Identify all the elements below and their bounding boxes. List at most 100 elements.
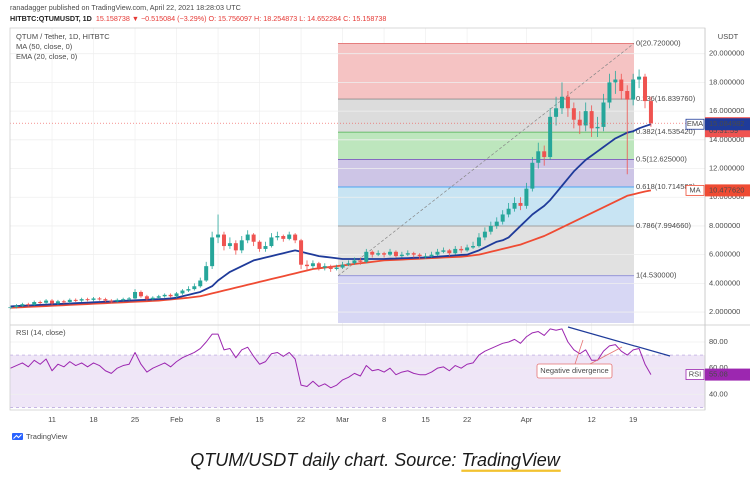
candle-body <box>299 240 304 265</box>
candle-body <box>73 299 78 301</box>
series-tag <box>685 369 705 380</box>
candle-body <box>251 234 256 242</box>
candle-body <box>233 243 238 251</box>
candle-body <box>548 116 553 158</box>
brand-name: TradingView <box>26 432 68 441</box>
candle-body <box>411 253 416 255</box>
divergence-trendline <box>567 326 671 357</box>
y-tick-label: 2.000000 <box>709 307 740 316</box>
candle-body <box>115 299 120 302</box>
fib-label: 0(20.720000) <box>636 38 681 47</box>
y-tick-label: 14.000000 <box>709 135 744 144</box>
y-tick-label: 80.00 <box>709 337 728 346</box>
candle-body <box>405 253 410 255</box>
x-tick-label: 18 <box>89 415 97 424</box>
candle-body <box>465 247 470 251</box>
legend-entry: EMA (20, close, 0) <box>16 52 78 61</box>
value-tag <box>705 118 750 131</box>
candle-body <box>198 280 203 287</box>
candle-body <box>399 254 404 257</box>
candle-body <box>26 304 31 306</box>
candle-body <box>316 263 321 268</box>
candle-body <box>204 266 209 281</box>
rsi-line <box>10 328 652 389</box>
candle-body <box>216 234 221 238</box>
candle-body <box>417 254 422 257</box>
candle-body <box>352 260 357 264</box>
price-title: QTUM / Tether, 1D, HITBTC <box>16 32 110 41</box>
candle-body <box>38 302 43 304</box>
x-tick-label: Feb <box>170 415 183 424</box>
y-tick-label: 20.000000 <box>709 49 744 58</box>
brand-icon-line <box>13 434 22 439</box>
x-tick-label: Mar <box>336 415 349 424</box>
candle-body <box>85 299 90 301</box>
candle-body <box>275 235 280 238</box>
candle-body <box>453 248 458 254</box>
candle-body <box>393 251 398 257</box>
candle-body <box>554 108 559 117</box>
brand-logo: TradingView <box>12 432 68 441</box>
fib-zone <box>338 275 634 323</box>
value-tag-label: 55.08 <box>709 370 728 379</box>
x-tick-label: 22 <box>463 415 471 424</box>
candle-body <box>559 96 564 109</box>
candle-body <box>32 302 37 305</box>
candle-body <box>227 243 232 247</box>
series-tag-label: RSI <box>689 370 702 379</box>
candle-body <box>494 221 499 226</box>
candle-body <box>459 248 464 251</box>
candle-body <box>423 256 428 258</box>
candle-body <box>506 208 511 215</box>
candle-body <box>121 299 126 301</box>
candle-body <box>210 237 215 267</box>
fib-label: 0.236(16.839760) <box>636 94 696 103</box>
x-tick-label: 19 <box>629 415 637 424</box>
y-tick-label: 10.000000 <box>709 192 744 201</box>
candle-body <box>370 251 375 255</box>
candle-body <box>322 266 327 268</box>
candle-body <box>310 263 315 267</box>
candle-body <box>293 234 298 241</box>
candle-body <box>565 96 570 109</box>
candle-body <box>239 240 244 251</box>
candle-body <box>144 296 149 300</box>
candle-body <box>577 119 582 126</box>
candle-body <box>435 251 440 255</box>
candle-body <box>305 264 309 267</box>
y-tick-label: 18.000000 <box>709 77 744 86</box>
candle-body <box>180 290 185 294</box>
candle-body <box>263 246 268 249</box>
annotation-connector <box>589 346 623 365</box>
rsi-band <box>10 355 705 408</box>
candle-body <box>109 300 114 302</box>
candle-body <box>162 294 167 297</box>
fib-zone <box>338 132 634 160</box>
caption: QTUM/USDT daily chart. Source: TradingVi… <box>190 450 560 470</box>
fib-label: 0.382(14.535420) <box>636 127 696 136</box>
caption-text: QTUM/USDT daily chart. Source: <box>190 450 461 470</box>
x-tick-label: 12 <box>587 415 595 424</box>
candle-body <box>429 254 434 257</box>
candle-body <box>79 299 84 301</box>
x-tick-label: 22 <box>297 415 305 424</box>
candle-body <box>358 260 363 262</box>
series-tag <box>685 184 705 196</box>
symbol: HITBTC:QTUMUSDT, 1D <box>10 14 92 23</box>
x-tick-label: 11 <box>48 415 56 424</box>
candle-body <box>61 301 66 303</box>
symbol-line: HITBTC:QTUMUSDT, 1D 15.158738 ▼ −0.515084… <box>10 14 386 23</box>
y-tick-label: 6.000000 <box>709 250 740 259</box>
value-tag <box>705 184 750 197</box>
legend-entry: MA (50, close, 0) <box>16 42 73 51</box>
candle-body <box>156 296 161 298</box>
candle-body <box>138 291 143 297</box>
candle-body <box>619 79 624 92</box>
candle-body <box>20 304 25 306</box>
candle-body <box>245 234 250 241</box>
candle-body <box>583 111 588 126</box>
candle-body <box>613 79 618 83</box>
candle-body <box>55 301 60 304</box>
fib-label: 0.618(10.714580) <box>636 182 696 191</box>
